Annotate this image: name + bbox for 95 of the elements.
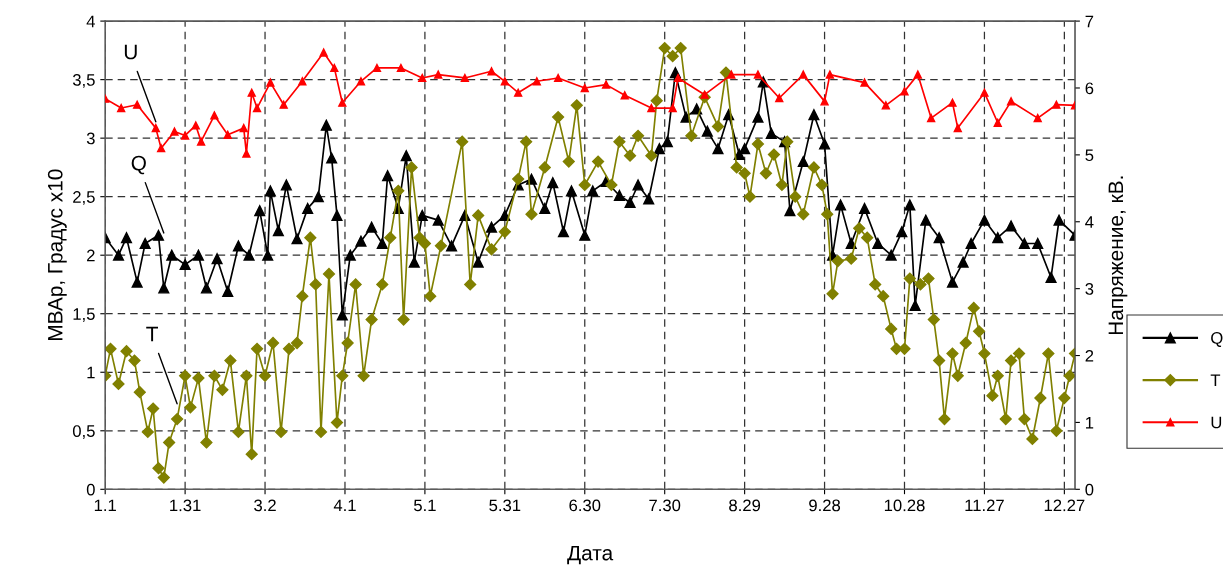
point xyxy=(500,77,510,86)
y-tick-label: 3 xyxy=(86,132,95,145)
point xyxy=(948,98,957,107)
point xyxy=(673,73,683,83)
point xyxy=(980,88,989,97)
x-tick-label: 5.31 xyxy=(489,499,521,512)
point xyxy=(1033,113,1042,123)
point xyxy=(953,123,962,133)
point xyxy=(156,144,166,153)
legend-label: Q xyxy=(1211,332,1223,347)
point xyxy=(913,70,922,79)
point xyxy=(1052,100,1061,109)
y2-tick-label: 2 xyxy=(1085,349,1094,362)
point xyxy=(223,130,232,139)
y-tick-label: 4 xyxy=(86,15,95,28)
point xyxy=(460,73,470,83)
point xyxy=(266,78,275,87)
y2-axis-title: Напряжение, кВ. xyxy=(1108,176,1128,335)
point xyxy=(993,118,1002,127)
point xyxy=(881,101,891,110)
y2-tick-label: 4 xyxy=(1085,216,1094,228)
point xyxy=(132,100,142,109)
y-tick-label: 0 xyxy=(86,483,95,496)
x-tick-label: 10.28 xyxy=(884,499,925,512)
point xyxy=(319,48,328,57)
point xyxy=(753,70,763,79)
legend-label: T xyxy=(1210,374,1221,386)
point xyxy=(210,111,219,120)
annotation: T xyxy=(146,326,158,342)
point xyxy=(727,70,736,79)
y-tick-label: 2 xyxy=(87,249,95,262)
x-tick-label: 11.27 xyxy=(965,499,1004,512)
point xyxy=(151,123,160,133)
point xyxy=(434,70,443,79)
point xyxy=(580,83,589,93)
y2-tick-label: 1 xyxy=(1086,417,1094,429)
y-tick-label: 3,5 xyxy=(72,74,95,88)
x-tick-label: 4.1 xyxy=(333,499,356,512)
point xyxy=(242,149,251,158)
point xyxy=(668,103,677,113)
point xyxy=(418,73,427,83)
point xyxy=(180,131,190,140)
point xyxy=(279,100,288,109)
y-axis-title: МВАр, Градус x10 xyxy=(47,169,67,340)
point xyxy=(601,80,611,89)
y2-tick-label: 3 xyxy=(1085,283,1094,295)
point xyxy=(513,88,523,97)
legend-label: U xyxy=(1211,416,1222,429)
y2-tick-label: 6 xyxy=(1085,82,1094,95)
point xyxy=(620,91,629,100)
point xyxy=(487,67,496,76)
point xyxy=(926,113,936,123)
annotation: U xyxy=(124,44,137,60)
y-tick-label: 2,5 xyxy=(73,191,95,205)
annotation: Q xyxy=(131,155,146,175)
y-tick-label: 1,5 xyxy=(73,308,95,322)
point xyxy=(170,127,179,136)
x-tick-label: 1.1 xyxy=(94,499,116,512)
point xyxy=(239,123,248,133)
point xyxy=(775,93,784,103)
y-tick-label: 1 xyxy=(87,366,95,379)
point xyxy=(1006,97,1016,106)
point xyxy=(356,77,366,86)
point xyxy=(532,77,541,86)
x-tick-label: 12.27 xyxy=(1044,499,1085,512)
point xyxy=(372,63,382,73)
y-tick-label: 0,5 xyxy=(72,425,95,439)
point xyxy=(647,103,656,113)
x-tick-label: 9.28 xyxy=(809,499,841,512)
point xyxy=(116,103,126,113)
x-axis-title: Дата xyxy=(567,545,614,565)
x-tick-label: 3.2 xyxy=(254,499,276,512)
point xyxy=(191,121,200,130)
point xyxy=(820,97,829,106)
point xyxy=(330,63,339,73)
x-tick-label: 7.30 xyxy=(649,499,681,512)
y2-tick-label: 7 xyxy=(1085,15,1094,28)
x-tick-label: 1.31 xyxy=(170,499,201,512)
point xyxy=(252,103,262,113)
point xyxy=(799,70,808,79)
point xyxy=(825,70,835,79)
point xyxy=(338,98,347,107)
x-tick-label: 5.1 xyxy=(413,499,436,512)
point xyxy=(553,73,563,83)
point xyxy=(298,77,307,86)
point xyxy=(396,63,406,73)
point xyxy=(900,87,909,96)
x-tick-label: 8.29 xyxy=(729,499,761,512)
point xyxy=(247,88,256,97)
point xyxy=(196,137,206,146)
point xyxy=(700,90,709,99)
point xyxy=(860,78,869,87)
x-tick-label: 6.30 xyxy=(569,499,601,512)
y2-tick-label: 5 xyxy=(1085,149,1094,162)
y2-tick-label: 0 xyxy=(1085,483,1094,496)
